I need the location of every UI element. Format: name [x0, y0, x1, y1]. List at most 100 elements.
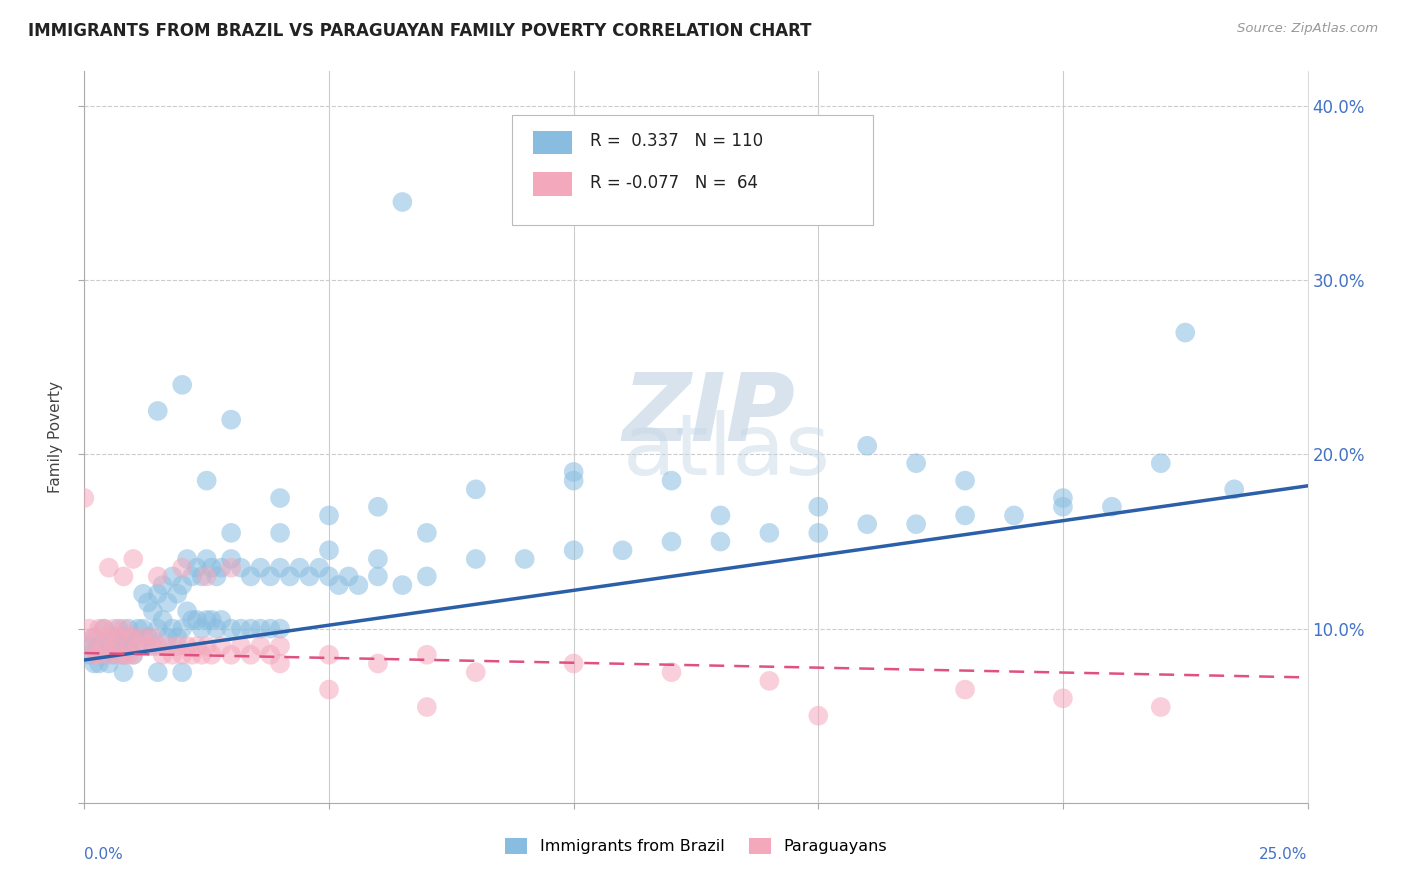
Point: [1150, 700, 1173, 714]
Point: [122, 648, 145, 662]
Point: [93, 622, 115, 636]
Point: [367, 569, 389, 583]
Point: [166, 587, 188, 601]
Point: [337, 569, 360, 583]
Point: [249, 560, 271, 574]
Point: [259, 569, 281, 583]
Point: [288, 560, 311, 574]
Point: [97, 648, 120, 662]
Point: [562, 543, 585, 558]
Point: [142, 604, 165, 618]
Point: [93, 648, 115, 662]
Point: [172, 622, 194, 636]
Point: [807, 525, 830, 540]
Point: [391, 578, 413, 592]
Text: R = -0.077   N =  64: R = -0.077 N = 64: [589, 174, 758, 192]
Point: [464, 665, 486, 680]
Point: [146, 639, 169, 653]
Point: [176, 552, 198, 566]
Text: Source: ZipAtlas.com: Source: ZipAtlas.com: [1237, 22, 1378, 36]
Point: [416, 700, 439, 714]
Point: [229, 639, 252, 653]
Point: [367, 657, 389, 671]
Point: [156, 595, 179, 609]
Point: [191, 622, 214, 636]
Point: [1052, 691, 1074, 706]
Point: [856, 517, 879, 532]
Point: [318, 682, 340, 697]
Point: [136, 639, 159, 653]
Point: [195, 552, 218, 566]
Point: [127, 639, 149, 653]
Point: [73, 491, 96, 505]
Point: [807, 500, 830, 514]
Point: [367, 500, 389, 514]
Point: [229, 622, 252, 636]
Point: [661, 474, 683, 488]
Point: [152, 648, 174, 662]
FancyBboxPatch shape: [533, 172, 572, 195]
Point: [107, 631, 129, 645]
Point: [1002, 508, 1025, 523]
Point: [219, 560, 242, 574]
Point: [97, 631, 120, 645]
Point: [107, 648, 129, 662]
Point: [142, 631, 165, 645]
Point: [97, 639, 120, 653]
Point: [905, 456, 928, 470]
Point: [298, 569, 321, 583]
Point: [112, 648, 135, 662]
Point: [132, 631, 155, 645]
Point: [239, 569, 262, 583]
Point: [249, 639, 271, 653]
Point: [122, 631, 145, 645]
Point: [195, 639, 218, 653]
Point: [513, 552, 536, 566]
Point: [77, 622, 100, 636]
Point: [905, 517, 928, 532]
Point: [709, 508, 731, 523]
Point: [269, 525, 291, 540]
Point: [1174, 326, 1197, 340]
Y-axis label: Family Poverty: Family Poverty: [48, 381, 63, 493]
Point: [83, 648, 105, 662]
Point: [107, 622, 129, 636]
Point: [416, 569, 439, 583]
Point: [367, 552, 389, 566]
Point: [269, 657, 291, 671]
Point: [195, 569, 218, 583]
Point: [172, 578, 194, 592]
Point: [758, 525, 780, 540]
Point: [152, 613, 174, 627]
Point: [181, 613, 204, 627]
Point: [269, 622, 291, 636]
Point: [205, 569, 228, 583]
Point: [269, 491, 291, 505]
Point: [347, 578, 370, 592]
Point: [117, 622, 139, 636]
Point: [318, 508, 340, 523]
Point: [181, 648, 204, 662]
Point: [191, 569, 214, 583]
Point: [156, 631, 179, 645]
Point: [83, 631, 105, 645]
Point: [562, 474, 585, 488]
Point: [162, 648, 184, 662]
Point: [562, 465, 585, 479]
Point: [112, 569, 135, 583]
Point: [239, 648, 262, 662]
Point: [142, 639, 165, 653]
Point: [1223, 483, 1246, 497]
Text: 25.0%: 25.0%: [1260, 847, 1308, 862]
Point: [172, 560, 194, 574]
Point: [391, 194, 413, 209]
Point: [209, 560, 232, 574]
Point: [172, 377, 194, 392]
Point: [259, 648, 281, 662]
Point: [112, 631, 135, 645]
Point: [146, 587, 169, 601]
Point: [308, 560, 330, 574]
Point: [229, 560, 252, 574]
Point: [97, 560, 120, 574]
Point: [112, 622, 135, 636]
